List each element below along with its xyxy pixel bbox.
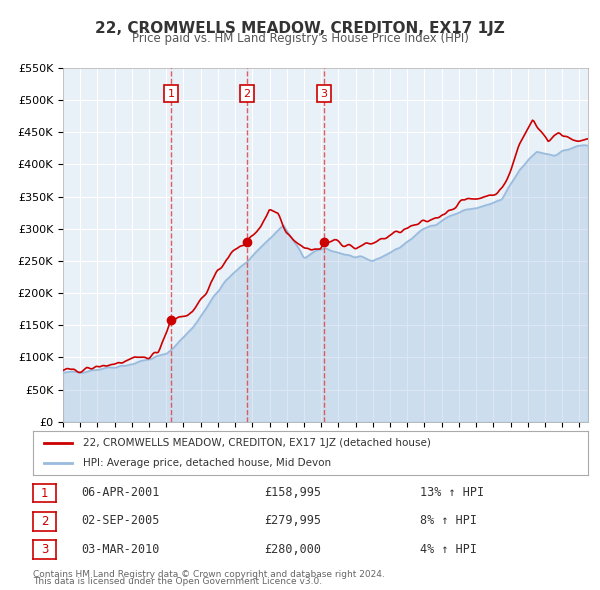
Text: This data is licensed under the Open Government Licence v3.0.: This data is licensed under the Open Gov… bbox=[33, 578, 322, 586]
Text: £279,995: £279,995 bbox=[264, 514, 321, 527]
Text: 03-MAR-2010: 03-MAR-2010 bbox=[81, 543, 160, 556]
Text: 2: 2 bbox=[41, 515, 48, 528]
Text: 1: 1 bbox=[167, 88, 175, 99]
Text: 06-APR-2001: 06-APR-2001 bbox=[81, 486, 160, 499]
Text: 22, CROMWELLS MEADOW, CREDITON, EX17 1JZ (detached house): 22, CROMWELLS MEADOW, CREDITON, EX17 1JZ… bbox=[83, 438, 431, 448]
Text: 3: 3 bbox=[320, 88, 328, 99]
Text: 3: 3 bbox=[41, 543, 48, 556]
Text: Price paid vs. HM Land Registry's House Price Index (HPI): Price paid vs. HM Land Registry's House … bbox=[131, 32, 469, 45]
Text: Contains HM Land Registry data © Crown copyright and database right 2024.: Contains HM Land Registry data © Crown c… bbox=[33, 571, 385, 579]
Text: 1: 1 bbox=[41, 487, 48, 500]
Text: HPI: Average price, detached house, Mid Devon: HPI: Average price, detached house, Mid … bbox=[83, 458, 331, 467]
Text: 13% ↑ HPI: 13% ↑ HPI bbox=[420, 486, 484, 499]
Text: 8% ↑ HPI: 8% ↑ HPI bbox=[420, 514, 477, 527]
Text: 22, CROMWELLS MEADOW, CREDITON, EX17 1JZ: 22, CROMWELLS MEADOW, CREDITON, EX17 1JZ bbox=[95, 21, 505, 35]
Text: 02-SEP-2005: 02-SEP-2005 bbox=[81, 514, 160, 527]
Text: £280,000: £280,000 bbox=[264, 543, 321, 556]
Text: 4% ↑ HPI: 4% ↑ HPI bbox=[420, 543, 477, 556]
Text: 2: 2 bbox=[243, 88, 250, 99]
Text: £158,995: £158,995 bbox=[264, 486, 321, 499]
